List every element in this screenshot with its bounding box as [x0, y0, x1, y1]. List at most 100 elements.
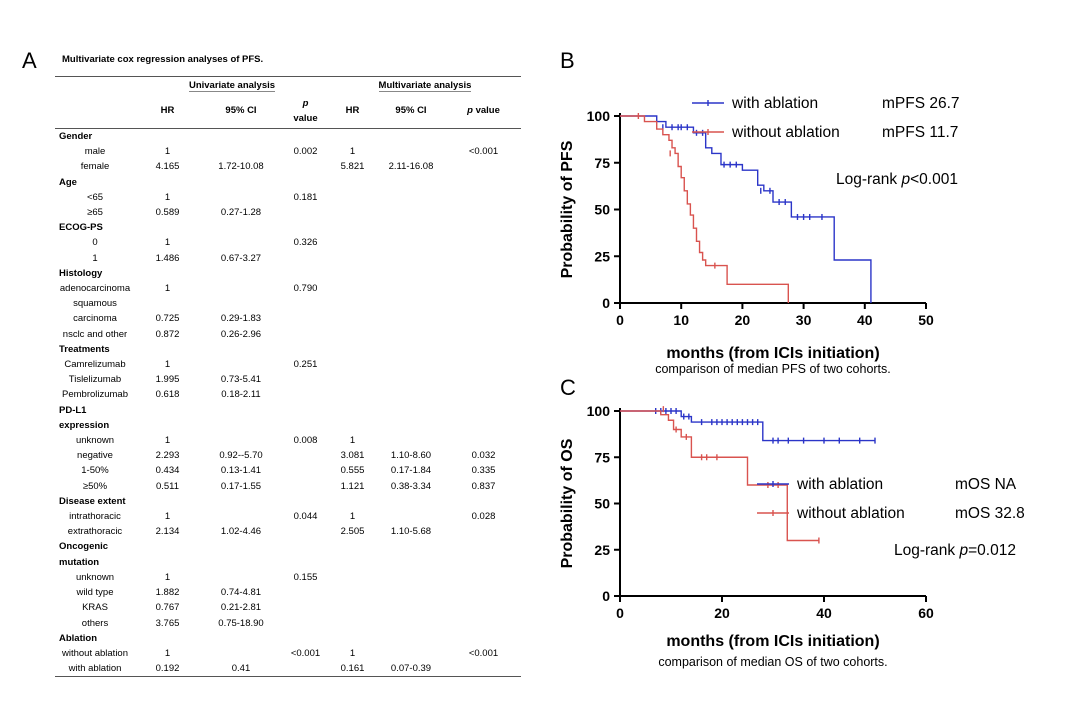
- table-cell: [282, 205, 329, 220]
- table-cell: [446, 175, 521, 190]
- table-row: negative 2.293 0.92--5.70 3.081 1.10-8.60 0.0…: [55, 448, 521, 463]
- section-label: PD-L1: [59, 404, 87, 416]
- y-tick-label: 50: [594, 496, 610, 512]
- table-cell: [446, 220, 521, 235]
- legend-stat: mOS NA: [955, 476, 1017, 493]
- table-cell: 0.192: [135, 661, 200, 678]
- table-cell: [135, 220, 200, 235]
- table-cell: [376, 205, 446, 220]
- table-cell: [200, 190, 282, 205]
- table-cell: [446, 555, 521, 570]
- table-cell: [282, 555, 329, 570]
- table-cell: 1: [164, 283, 171, 295]
- table-cell: [329, 235, 376, 250]
- table-cell: 0.17-1.55: [220, 480, 262, 492]
- table-cell: 0.028: [471, 511, 496, 523]
- row-label: extrathoracic: [67, 526, 123, 538]
- section-label: mutation: [59, 556, 100, 568]
- row-label: 1: [92, 252, 98, 264]
- row-label: others: [81, 617, 109, 629]
- table-cell: [282, 266, 329, 281]
- table-cell: 1: [164, 571, 171, 583]
- table-cell: [446, 296, 521, 311]
- section-label: Treatments: [59, 343, 110, 355]
- table-row: expression: [55, 418, 521, 433]
- x-tick-label: 20: [714, 605, 730, 621]
- table-cell: [200, 144, 282, 159]
- table-cell: 0.002: [293, 146, 318, 158]
- x-tick-label: 40: [857, 312, 873, 328]
- table-cell: 4.165: [155, 161, 180, 173]
- table-cell: 5.821: [340, 161, 365, 173]
- table-cell: [282, 600, 329, 615]
- table-cell: 1: [164, 191, 171, 203]
- table-cell: [446, 235, 521, 250]
- table-cell: [329, 220, 376, 235]
- row-label: 1-50%: [81, 465, 109, 477]
- table-cell: [200, 509, 282, 524]
- table-cell: 0.74-4.81: [220, 587, 262, 599]
- table-cell: [329, 311, 376, 326]
- table-cell: 1.995: [155, 374, 180, 386]
- table-cell: [329, 403, 376, 418]
- table-cell: 0.26-2.96: [220, 328, 262, 340]
- row-label: negative: [77, 450, 113, 462]
- y-tick-label: 75: [594, 449, 610, 465]
- table-cell: [282, 387, 329, 402]
- table-cell: [135, 266, 200, 281]
- table-cell: [200, 418, 282, 433]
- table-row: squamous: [55, 296, 521, 311]
- table-cell: 0.92--5.70: [219, 450, 263, 462]
- table-cell: [376, 311, 446, 326]
- section-label: ECOG-PS: [59, 222, 103, 234]
- univariate-header: Univariate analysis: [188, 79, 276, 92]
- legend-stat: mPFS 26.7: [882, 95, 960, 112]
- table-cell: 1.121: [340, 480, 365, 492]
- table-cell: [329, 555, 376, 570]
- table-cell: [376, 616, 446, 631]
- y-axis-label: Probability of OS: [559, 438, 576, 568]
- y-axis-label: Probability of PFS: [559, 140, 576, 278]
- table-cell: 1: [164, 647, 171, 659]
- log-rank-prefix: Log-rank: [894, 542, 959, 559]
- table-cell: [376, 646, 446, 661]
- table-cell: 0.251: [293, 359, 318, 371]
- table-cell: [200, 494, 282, 509]
- row-label: ≥65: [87, 207, 103, 219]
- table-cell: [200, 433, 282, 448]
- table-cell: 0.725: [155, 313, 180, 325]
- table-cell: 1.10-8.60: [390, 450, 432, 462]
- table-cell: [329, 570, 376, 585]
- table-cell: [376, 403, 446, 418]
- table-cell: [376, 190, 446, 205]
- table-cell: [376, 327, 446, 342]
- table-row: without ablation 1 <0.001 1 <0.001: [55, 646, 521, 661]
- legend-stat: mPFS 11.7: [882, 124, 958, 141]
- table-row: adenocarcinoma 1 0.790: [55, 281, 521, 296]
- table-row: female 4.165 1.72-10.08 5.821 2.11-16.08: [55, 159, 521, 174]
- table-title: Multivariate cox regression analyses of …: [62, 54, 264, 65]
- section-label: Gender: [59, 131, 93, 142]
- table-cell: 0.41: [200, 661, 282, 678]
- table-cell: 1: [349, 511, 356, 523]
- table-cell: [200, 570, 282, 585]
- section-label: Oncogenic: [59, 541, 109, 553]
- table-cell: [329, 387, 376, 402]
- table-cell: 1: [349, 647, 356, 659]
- table-cell: 0.008: [293, 435, 318, 447]
- y-tick-label: 100: [587, 108, 611, 124]
- table-cell: [376, 175, 446, 190]
- row-label: Pembrolizumab: [62, 389, 128, 401]
- table-cell: [200, 235, 282, 250]
- table-cell: 3.765: [155, 617, 180, 629]
- table-row: wild type 1.882 0.74-4.81: [55, 585, 521, 600]
- table-cell: 0.07-0.39: [376, 661, 446, 678]
- table-cell: [329, 372, 376, 387]
- table-cell: 0.511: [155, 480, 180, 492]
- table-cell: 0.38-3.34: [390, 480, 432, 492]
- table-cell: [135, 631, 200, 646]
- table-cell: [200, 357, 282, 372]
- table-cell: [446, 311, 521, 326]
- x-axis-label: months (from ICIs initiation): [666, 633, 879, 650]
- table-cell: [446, 205, 521, 220]
